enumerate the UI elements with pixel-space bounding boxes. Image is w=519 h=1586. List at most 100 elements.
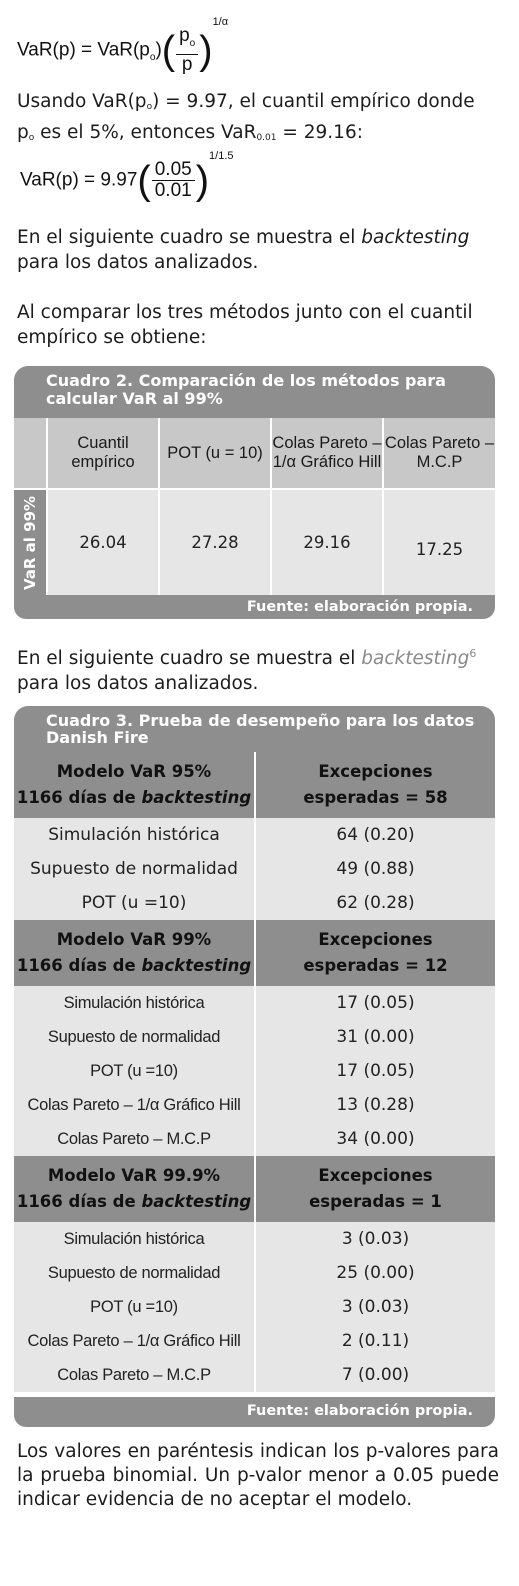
formula2-exponent: 1/1.5 <box>209 150 234 162</box>
model-label: Modelo VaR 99% <box>56 930 212 949</box>
cuadro2-title-line1: Cuadro 2. Comparación de los métodos par… <box>46 371 446 390</box>
cuadro2-corner <box>14 418 46 488</box>
days-em: backtesting <box>141 1192 252 1211</box>
table-row: Colas Pareto – M.C.P 7 (0.00) <box>14 1358 495 1392</box>
exceptions-value: 13 (0.28) <box>256 1088 495 1122</box>
formula2-num: 0.05 <box>151 160 195 181</box>
table-row: Simulación histórica 3 (0.03) <box>14 1222 495 1256</box>
cuadro2-title-line2: calcular VaR al 99% <box>46 389 223 408</box>
method-cell: Colas Pareto – M.C.P <box>14 1122 254 1156</box>
exceptions-value: 17 (0.05) <box>256 1054 495 1088</box>
paragraph-comparar: Al comparar los tres métodos junto con e… <box>17 300 499 350</box>
para4-a: En el siguiente cuadro se muestra el <box>17 648 362 670</box>
model-label: Modelo VaR 95% <box>56 762 212 781</box>
para1-e: = 29.16: <box>276 122 363 143</box>
cuadro3-source: Fuente: elaboración propia. <box>14 1397 495 1427</box>
footnote-marker: 6 <box>469 647 477 660</box>
exceptions-line1: Excepciones <box>318 762 433 781</box>
method-cell: POT (u =10) <box>14 1290 254 1324</box>
table-row: Simulación histórica 64 (0.20) <box>14 818 495 852</box>
method-cell: Supuesto de normalidad <box>14 1020 254 1054</box>
exceptions-value: 34 (0.00) <box>256 1122 495 1156</box>
table-row: Colas Pareto – M.C.P 34 (0.00) <box>14 1122 495 1156</box>
para1-b: ) = 9.97, el cuantil empírico donde <box>152 91 475 112</box>
method-cell: Colas Pareto – 1/α Gráfico Hill <box>14 1088 254 1122</box>
para1-d: es el 5%, entonces VaR <box>34 122 257 143</box>
formula1-num: p <box>179 25 190 46</box>
formula1-lhs: VaR(p) = VaR(p <box>17 39 150 61</box>
exceptions-value: 3 (0.03) <box>256 1222 495 1256</box>
exceptions-value: 7 (0.00) <box>256 1358 495 1392</box>
table-row: POT (u =10) 62 (0.28) <box>14 886 495 920</box>
formula1-lhs-close: ) <box>155 39 162 61</box>
formula2-den: 0.01 <box>154 180 192 201</box>
cuadro3-title-line2: Danish Fire <box>46 728 149 747</box>
paragraph-backtesting-2: En el siguiente cuadro se muestra el bac… <box>17 641 499 696</box>
paren-left: ( <box>161 28 176 73</box>
para1-a-sub: o <box>146 102 153 112</box>
model-label: Modelo VaR 99.9% <box>47 1166 221 1185</box>
table-row: Colas Pareto – 1/α Gráfico Hill 2 (0.11) <box>14 1324 495 1358</box>
model-cell: Modelo VaR 99% 1166 días de backtesting <box>14 920 254 986</box>
para3-b: empírico se obtiene: <box>17 327 207 348</box>
para1-d-sub: 0.01 <box>256 133 277 143</box>
cuadro3-title-line1: Cuadro 3. Prueba de desempeño para los d… <box>46 711 475 730</box>
cuadro2-row-label-text: VaR al 99% <box>21 495 39 590</box>
method-cell: Simulación histórica <box>14 818 254 852</box>
model-cell: Modelo VaR 99.9% 1166 días de backtesting <box>14 1156 254 1222</box>
cuadro2-value-hill: 29.16 <box>272 490 382 595</box>
paren-right: ) <box>195 158 210 203</box>
formula-var-value: VaR(p) = 9.97(0.05 0.01)1/1.5 <box>20 150 234 203</box>
cuadro2-value-cuantil: 26.04 <box>48 490 158 595</box>
days-em: backtesting <box>141 788 252 807</box>
method-cell: POT (u =10) <box>14 1054 254 1088</box>
formula1-num-sub: o <box>189 37 196 49</box>
cuadro2-value-pot: 27.28 <box>160 490 270 595</box>
method-cell: Simulación histórica <box>14 1222 254 1256</box>
cuadro2-table: Cuantil empírico POT (u = 10) Colas Pare… <box>14 418 495 595</box>
exceptions-cell: Excepciones esperadas = 1 <box>256 1156 495 1222</box>
cuadro3-title: Cuadro 3. Prueba de desempeño para los d… <box>14 706 495 752</box>
exceptions-line2: esperadas = 12 <box>303 956 448 975</box>
method-cell: Colas Pareto – M.C.P <box>14 1358 254 1392</box>
cuadro3-group-header: Modelo VaR 99% 1166 días de backtesting E… <box>14 920 495 986</box>
table-row: Colas Pareto – 1/α Gráfico Hill 13 (0.28… <box>14 1088 495 1122</box>
exceptions-value: 3 (0.03) <box>256 1290 495 1324</box>
exceptions-cell: Excepciones esperadas = 58 <box>256 752 495 818</box>
table-row: POT (u =10) 3 (0.03) <box>14 1290 495 1324</box>
exceptions-cell: Excepciones esperadas = 12 <box>256 920 495 986</box>
paragraph-p-valores: Los valores en paréntesis indican los p-… <box>17 1440 499 1512</box>
cuadro2-header-cuantil: Cuantil empírico <box>48 418 158 488</box>
para1-c-sub: o <box>28 133 35 143</box>
exceptions-value: 64 (0.20) <box>256 818 495 852</box>
formula1-den: p <box>181 53 193 75</box>
exceptions-value: 49 (0.88) <box>256 852 495 886</box>
para1-a: Usando VaR(p <box>17 91 147 112</box>
method-cell: Simulación histórica <box>14 986 254 1020</box>
para2-em: backtesting <box>361 227 470 248</box>
formula1-exponent: 1/α <box>212 16 229 28</box>
paren-right: ) <box>199 28 213 73</box>
formula2-fraction: 0.05 0.01 <box>151 160 195 201</box>
cuadro2-value-mcp: 17.25 <box>384 490 495 595</box>
table-row: Supuesto de normalidad 49 (0.88) <box>14 852 495 886</box>
days-label: 1166 días de <box>16 1192 142 1211</box>
para1-c: p <box>17 122 29 143</box>
days-label: 1166 días de <box>16 956 142 975</box>
cuadro3-group-header: Modelo VaR 99.9% 1166 días de backtesting… <box>14 1156 495 1222</box>
exceptions-value: 17 (0.05) <box>256 986 495 1020</box>
exceptions-line1: Excepciones <box>318 1166 433 1185</box>
exceptions-value: 2 (0.11) <box>256 1324 495 1358</box>
formula2-lhs: VaR(p) = 9.97 <box>20 169 138 191</box>
para4-b: para los datos analizados. <box>17 673 259 695</box>
para3-a: Al comparar los tres métodos junto con e… <box>17 302 473 323</box>
model-cell: Modelo VaR 95% 1166 días de backtesting <box>14 752 254 818</box>
cuadro3-group-header: Modelo VaR 95% 1166 días de backtesting E… <box>14 752 495 818</box>
paragraph-usando: Usando VaR(po) = 9.97, el cuantil empíri… <box>17 89 499 151</box>
method-cell: POT (u =10) <box>14 886 254 920</box>
days-em: backtesting <box>141 956 252 975</box>
para5-text: Los valores en paréntesis indican los p-… <box>17 1441 499 1510</box>
cuadro2-header-mcp: Colas Pareto – M.C.P <box>384 418 495 488</box>
table-row: Supuesto de normalidad 25 (0.00) <box>14 1256 495 1290</box>
